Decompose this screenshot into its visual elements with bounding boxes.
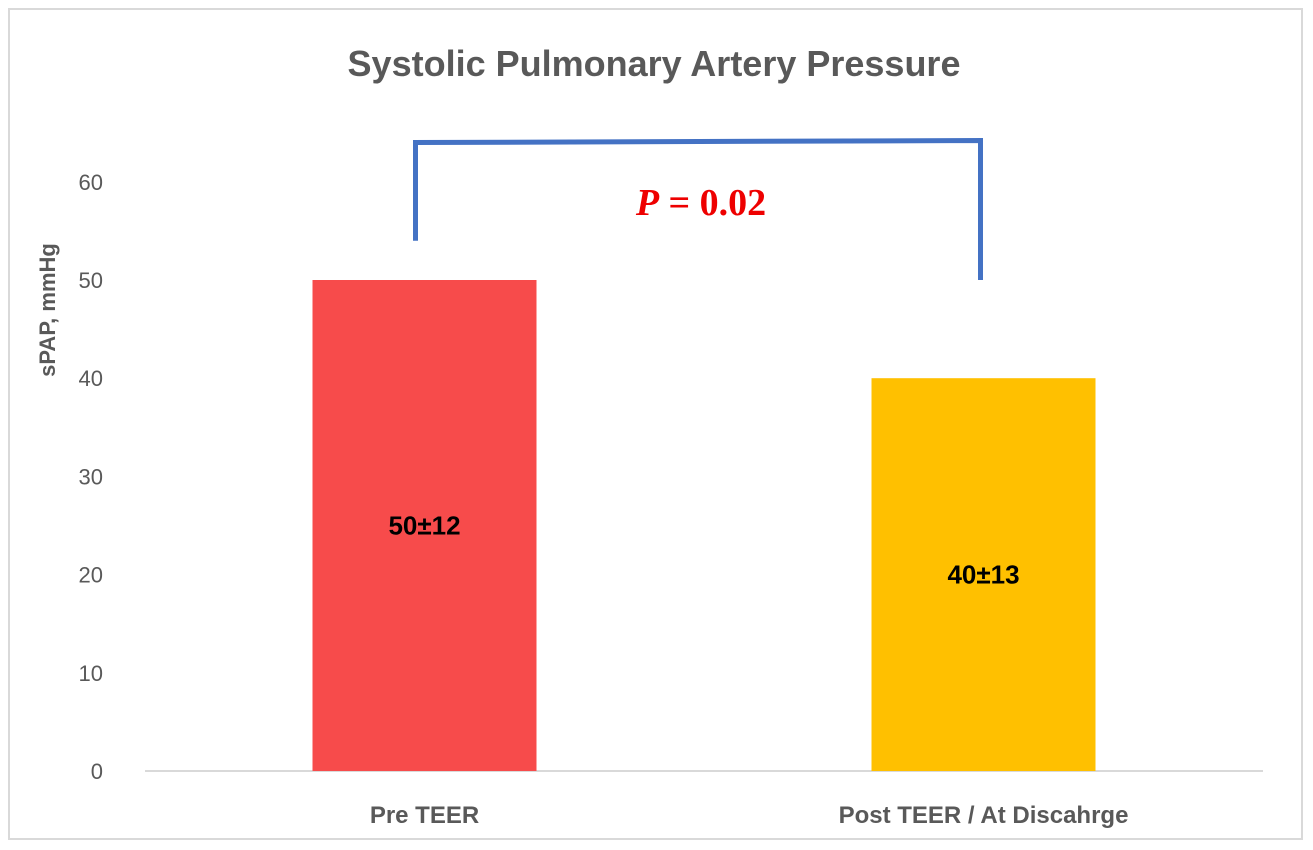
y-tick-label: 30 xyxy=(79,464,103,489)
y-tick-label: 10 xyxy=(79,661,103,686)
y-tick-label: 0 xyxy=(91,759,103,784)
y-axis-label: sPAP, mmHg xyxy=(35,243,60,377)
y-tick-label: 20 xyxy=(79,563,103,588)
p-value-text: = 0.02 xyxy=(659,182,766,224)
bar-2 xyxy=(871,378,1096,771)
data-labels: 50±12 40±13 xyxy=(388,511,1019,590)
y-axis-ticks: 0 10 20 30 40 50 60 xyxy=(79,170,103,784)
p-value-annotation: P = 0.02 xyxy=(635,182,766,224)
significance-bracket xyxy=(413,138,983,280)
category-label: Pre TEER xyxy=(370,802,479,829)
bars xyxy=(312,280,1096,771)
chart-title: Systolic Pulmonary Artery Pressure xyxy=(348,43,961,84)
data-label: 50±12 xyxy=(388,511,460,541)
y-tick-label: 60 xyxy=(79,170,103,195)
bar-1 xyxy=(312,280,537,771)
p-value-symbol: P xyxy=(635,182,660,224)
y-tick-label: 50 xyxy=(79,268,103,293)
category-labels: Pre TEER Post TEER / At Discahrge xyxy=(370,802,1129,829)
category-label: Post TEER / At Discahrge xyxy=(839,802,1129,829)
y-tick-label: 40 xyxy=(79,366,103,391)
data-label: 40±13 xyxy=(947,560,1019,590)
